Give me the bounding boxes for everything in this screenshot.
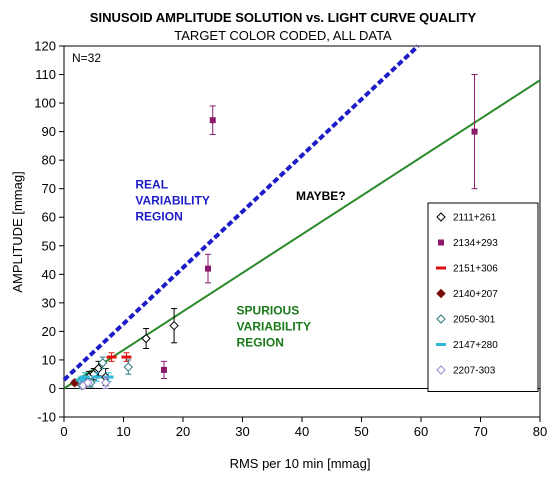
data-point: [471, 128, 478, 135]
legend-label: 2207-303: [453, 366, 496, 377]
y-tick-label: 40: [42, 267, 56, 282]
region-label-line: VARIABILITY: [135, 194, 209, 208]
axis-ticks: 0 10 20 30 40 50 60 70 80 -10 0 10 20 30 40 50 60 70 80 90 1…: [34, 39, 547, 440]
legend-item-2151-306: 2151+306: [436, 264, 498, 275]
legend-item-2147-280: 2147+280: [436, 340, 498, 351]
data-point: [169, 320, 179, 331]
x-tick-label: 50: [354, 424, 368, 439]
legend-item-2207-303: 2207-303: [436, 365, 496, 377]
series-2207-303: [78, 376, 111, 391]
x-tick-label: 40: [295, 424, 309, 439]
region-label-real-variability-region: REAL VARIABILITY REGION: [135, 178, 209, 224]
region-labels: REAL VARIABILITY REGION MAYBE? SPURIOUS VARIA…: [135, 178, 345, 350]
data-point: [160, 366, 167, 373]
legend-label: 2050-301: [453, 315, 496, 326]
legend-label: 2147+280: [453, 340, 498, 351]
legend-item-2140-207: 2140+207: [436, 288, 498, 300]
legend-box: [427, 202, 539, 392]
region-label-maybe: MAYBE?: [296, 189, 346, 203]
legend-item-2134-293: 2134+293: [438, 238, 498, 249]
y-tick-label: 70: [42, 181, 56, 196]
legend-item-2050-301: 2050-301: [436, 314, 496, 326]
y-tick-label: 80: [42, 153, 56, 168]
data-point: [209, 117, 216, 124]
chart-subtitle: TARGET COLOR CODED, ALL DATA: [174, 28, 392, 43]
legend-marker: [436, 314, 446, 324]
y-tick-label: 10: [42, 352, 56, 367]
y-tick-label: 20: [42, 324, 56, 339]
y-tick-label: 60: [42, 210, 56, 225]
x-axis-label: RMS per 10 min [mmag]: [230, 456, 371, 471]
data-points: [70, 74, 478, 391]
region-label-line: REGION: [237, 335, 284, 349]
chart-title: SINUSOID AMPLITUDE SOLUTION vs. LIGHT CU…: [90, 10, 477, 25]
data-point: [97, 358, 108, 368]
legend-label: 2134+293: [453, 238, 498, 249]
y-tick-label: 100: [34, 96, 56, 111]
x-tick-label: 20: [176, 424, 190, 439]
x-tick-label: 70: [473, 424, 487, 439]
region-label-line: VARIABILITY: [237, 319, 311, 333]
legend-marker: [436, 288, 446, 299]
series-2134-293: [160, 74, 478, 379]
x-tick-label: 80: [533, 424, 547, 439]
legend-label: 2111+261: [453, 213, 497, 224]
legend-label: 2140+207: [453, 289, 498, 300]
y-tick-label: 30: [42, 295, 56, 310]
data-point: [100, 378, 111, 388]
x-tick-label: 10: [116, 424, 130, 439]
data-point: [123, 362, 133, 372]
region-label-line: REAL: [135, 178, 168, 192]
region-label-line: SPURIOUS: [237, 303, 300, 317]
y-tick-label: 110: [35, 67, 56, 82]
legend-marker: [438, 239, 444, 246]
series-2151-306: [106, 352, 132, 362]
sample-size-note: N=32: [72, 51, 101, 65]
legend: 2111+261 2134+293 2151+306 2140+207 2050-301…: [427, 202, 539, 392]
region-label-spurious-variability-region: SPURIOUS VARIABILITY REGION: [237, 303, 311, 349]
data-point: [141, 333, 151, 344]
y-tick-label: 90: [42, 124, 56, 139]
x-tick-label: 0: [60, 424, 67, 439]
data-point: [204, 265, 211, 272]
region-label-line: REGION: [135, 210, 182, 224]
real-variability-threshold-line: [62, 44, 420, 382]
x-tick-label: 30: [235, 424, 249, 439]
y-axis-label: AMPLITUDE [mmag]: [10, 171, 25, 292]
y-tick-label: 120: [34, 39, 56, 54]
data-point: [83, 378, 93, 388]
x-tick-label: 60: [414, 424, 428, 439]
y-tick-label: 50: [42, 238, 56, 253]
region-label-line: MAYBE?: [296, 189, 346, 203]
legend-marker: [436, 212, 446, 222]
legend-item-2111-261: 2111+261: [436, 212, 497, 224]
legend-label: 2151+306: [453, 264, 498, 275]
y-tick-label: 0: [49, 381, 56, 396]
y-tick-label: -10: [37, 410, 56, 425]
legend-marker: [436, 365, 446, 375]
